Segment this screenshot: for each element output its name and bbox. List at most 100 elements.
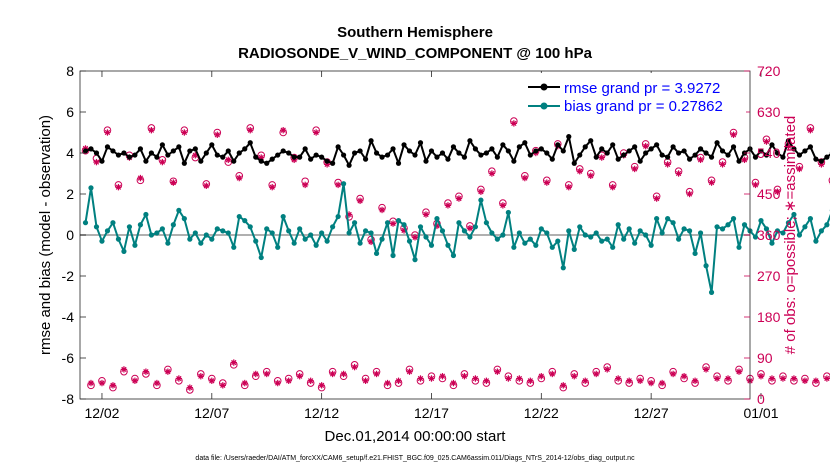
bias-point <box>774 228 781 234</box>
bias-point <box>214 226 220 232</box>
rmse-point <box>500 142 506 148</box>
rmse-point <box>362 156 369 162</box>
obs-assimilated-point <box>312 129 320 136</box>
bias-point <box>357 240 363 246</box>
y-left-tick-label: 6 <box>66 104 74 120</box>
rmse-point <box>555 142 561 148</box>
bias-point <box>88 185 94 191</box>
rmse-point <box>291 154 297 160</box>
rmse-point <box>774 150 781 156</box>
rmse-point <box>566 134 572 140</box>
rmse-point <box>643 150 649 156</box>
rmse-point <box>714 140 720 146</box>
bias-point <box>324 238 330 244</box>
bias-point <box>187 236 193 242</box>
bias-point <box>714 224 720 230</box>
obs-assimilated-point <box>719 161 726 168</box>
rmse-point <box>373 150 380 156</box>
bias-point <box>247 224 253 230</box>
bias-point <box>582 232 588 238</box>
rmse-point <box>176 144 182 150</box>
rmse-point <box>99 158 105 164</box>
bias-point <box>604 236 610 242</box>
obs-assimilated-point <box>653 195 660 202</box>
rmse-point <box>516 144 522 150</box>
obs-assimilated-point <box>593 370 600 378</box>
obs-assimilated-point <box>538 373 545 380</box>
rmse-point <box>802 148 808 154</box>
rmse-point <box>489 146 495 152</box>
obs-assimilated-point <box>483 377 490 384</box>
rmse-point <box>231 158 237 164</box>
bias-point <box>692 250 698 257</box>
rmse-point <box>192 146 198 152</box>
rmse-point <box>719 148 726 154</box>
bias-point <box>818 228 824 234</box>
bias-point <box>176 207 182 213</box>
rmse-point <box>577 152 583 158</box>
rmse-point <box>467 138 473 144</box>
bias-point <box>203 232 209 238</box>
rmse-point <box>110 148 116 154</box>
obs-assimilated-point <box>87 379 95 387</box>
obs-assimilated-point <box>109 382 117 389</box>
x-tick-label: 12/02 <box>84 405 119 421</box>
bias-point <box>137 222 144 228</box>
bias-point <box>648 242 654 248</box>
bias-point <box>758 218 764 224</box>
rmse-point <box>126 154 133 160</box>
bias-point <box>741 222 748 228</box>
rmse-point <box>154 154 160 160</box>
obs-assimilated-point <box>351 363 358 371</box>
obs-assimilated-point <box>488 170 496 177</box>
bias-point <box>412 257 418 263</box>
bias-point <box>99 238 105 244</box>
rmse-point <box>137 146 144 152</box>
obs-assimilated-point <box>466 224 474 232</box>
rmse-point <box>88 146 94 152</box>
rmse-point <box>538 146 544 152</box>
obs-assimilated-point <box>571 373 578 380</box>
bias-point <box>423 234 429 240</box>
rmse-point <box>297 154 303 160</box>
obs-assimilated-point <box>752 181 759 189</box>
bias-point <box>335 213 341 220</box>
bias-point <box>220 228 226 234</box>
rmse-point <box>697 146 704 152</box>
rmse-point <box>335 144 341 150</box>
rmse-point <box>483 150 489 156</box>
bias-point <box>445 242 451 248</box>
bias-point <box>467 234 473 240</box>
rmse-point <box>93 150 100 156</box>
rmse-point <box>434 154 440 160</box>
obs-assimilated-point <box>796 165 803 173</box>
obs-assimilated-point <box>439 373 446 380</box>
rmse-point <box>258 158 264 164</box>
rmse-point <box>395 160 402 166</box>
obs-assimilated-point <box>790 375 798 382</box>
bias-point <box>588 234 594 240</box>
obs-assimilated-point <box>549 370 556 378</box>
y-left-tick-label: -6 <box>62 350 75 366</box>
bias-point <box>807 216 814 222</box>
rmse-point <box>115 152 122 158</box>
bias-point <box>736 244 742 250</box>
obs-assimilated-point <box>763 138 770 145</box>
bias-point <box>599 238 605 244</box>
bias-point <box>341 181 347 187</box>
legend-box <box>522 73 746 115</box>
bias-point <box>472 224 479 230</box>
bias-point <box>181 216 187 222</box>
footnote: data file: /Users/raeder/DAI/ATM_forcXX/… <box>195 455 635 462</box>
rmse-point <box>769 142 775 148</box>
obs-assimilated-point <box>274 379 281 387</box>
y-left-tick-label: 4 <box>66 145 74 161</box>
obs-assimilated-point <box>455 195 463 202</box>
rmse-point <box>242 146 248 152</box>
legend-rmse-label: rmse grand pr = 3.9272 <box>564 80 720 97</box>
rmse-point <box>763 152 770 158</box>
rmse-point <box>286 150 292 156</box>
obs-assimilated-point <box>93 158 100 166</box>
rmse-point <box>187 148 193 154</box>
bias-point <box>417 224 424 230</box>
